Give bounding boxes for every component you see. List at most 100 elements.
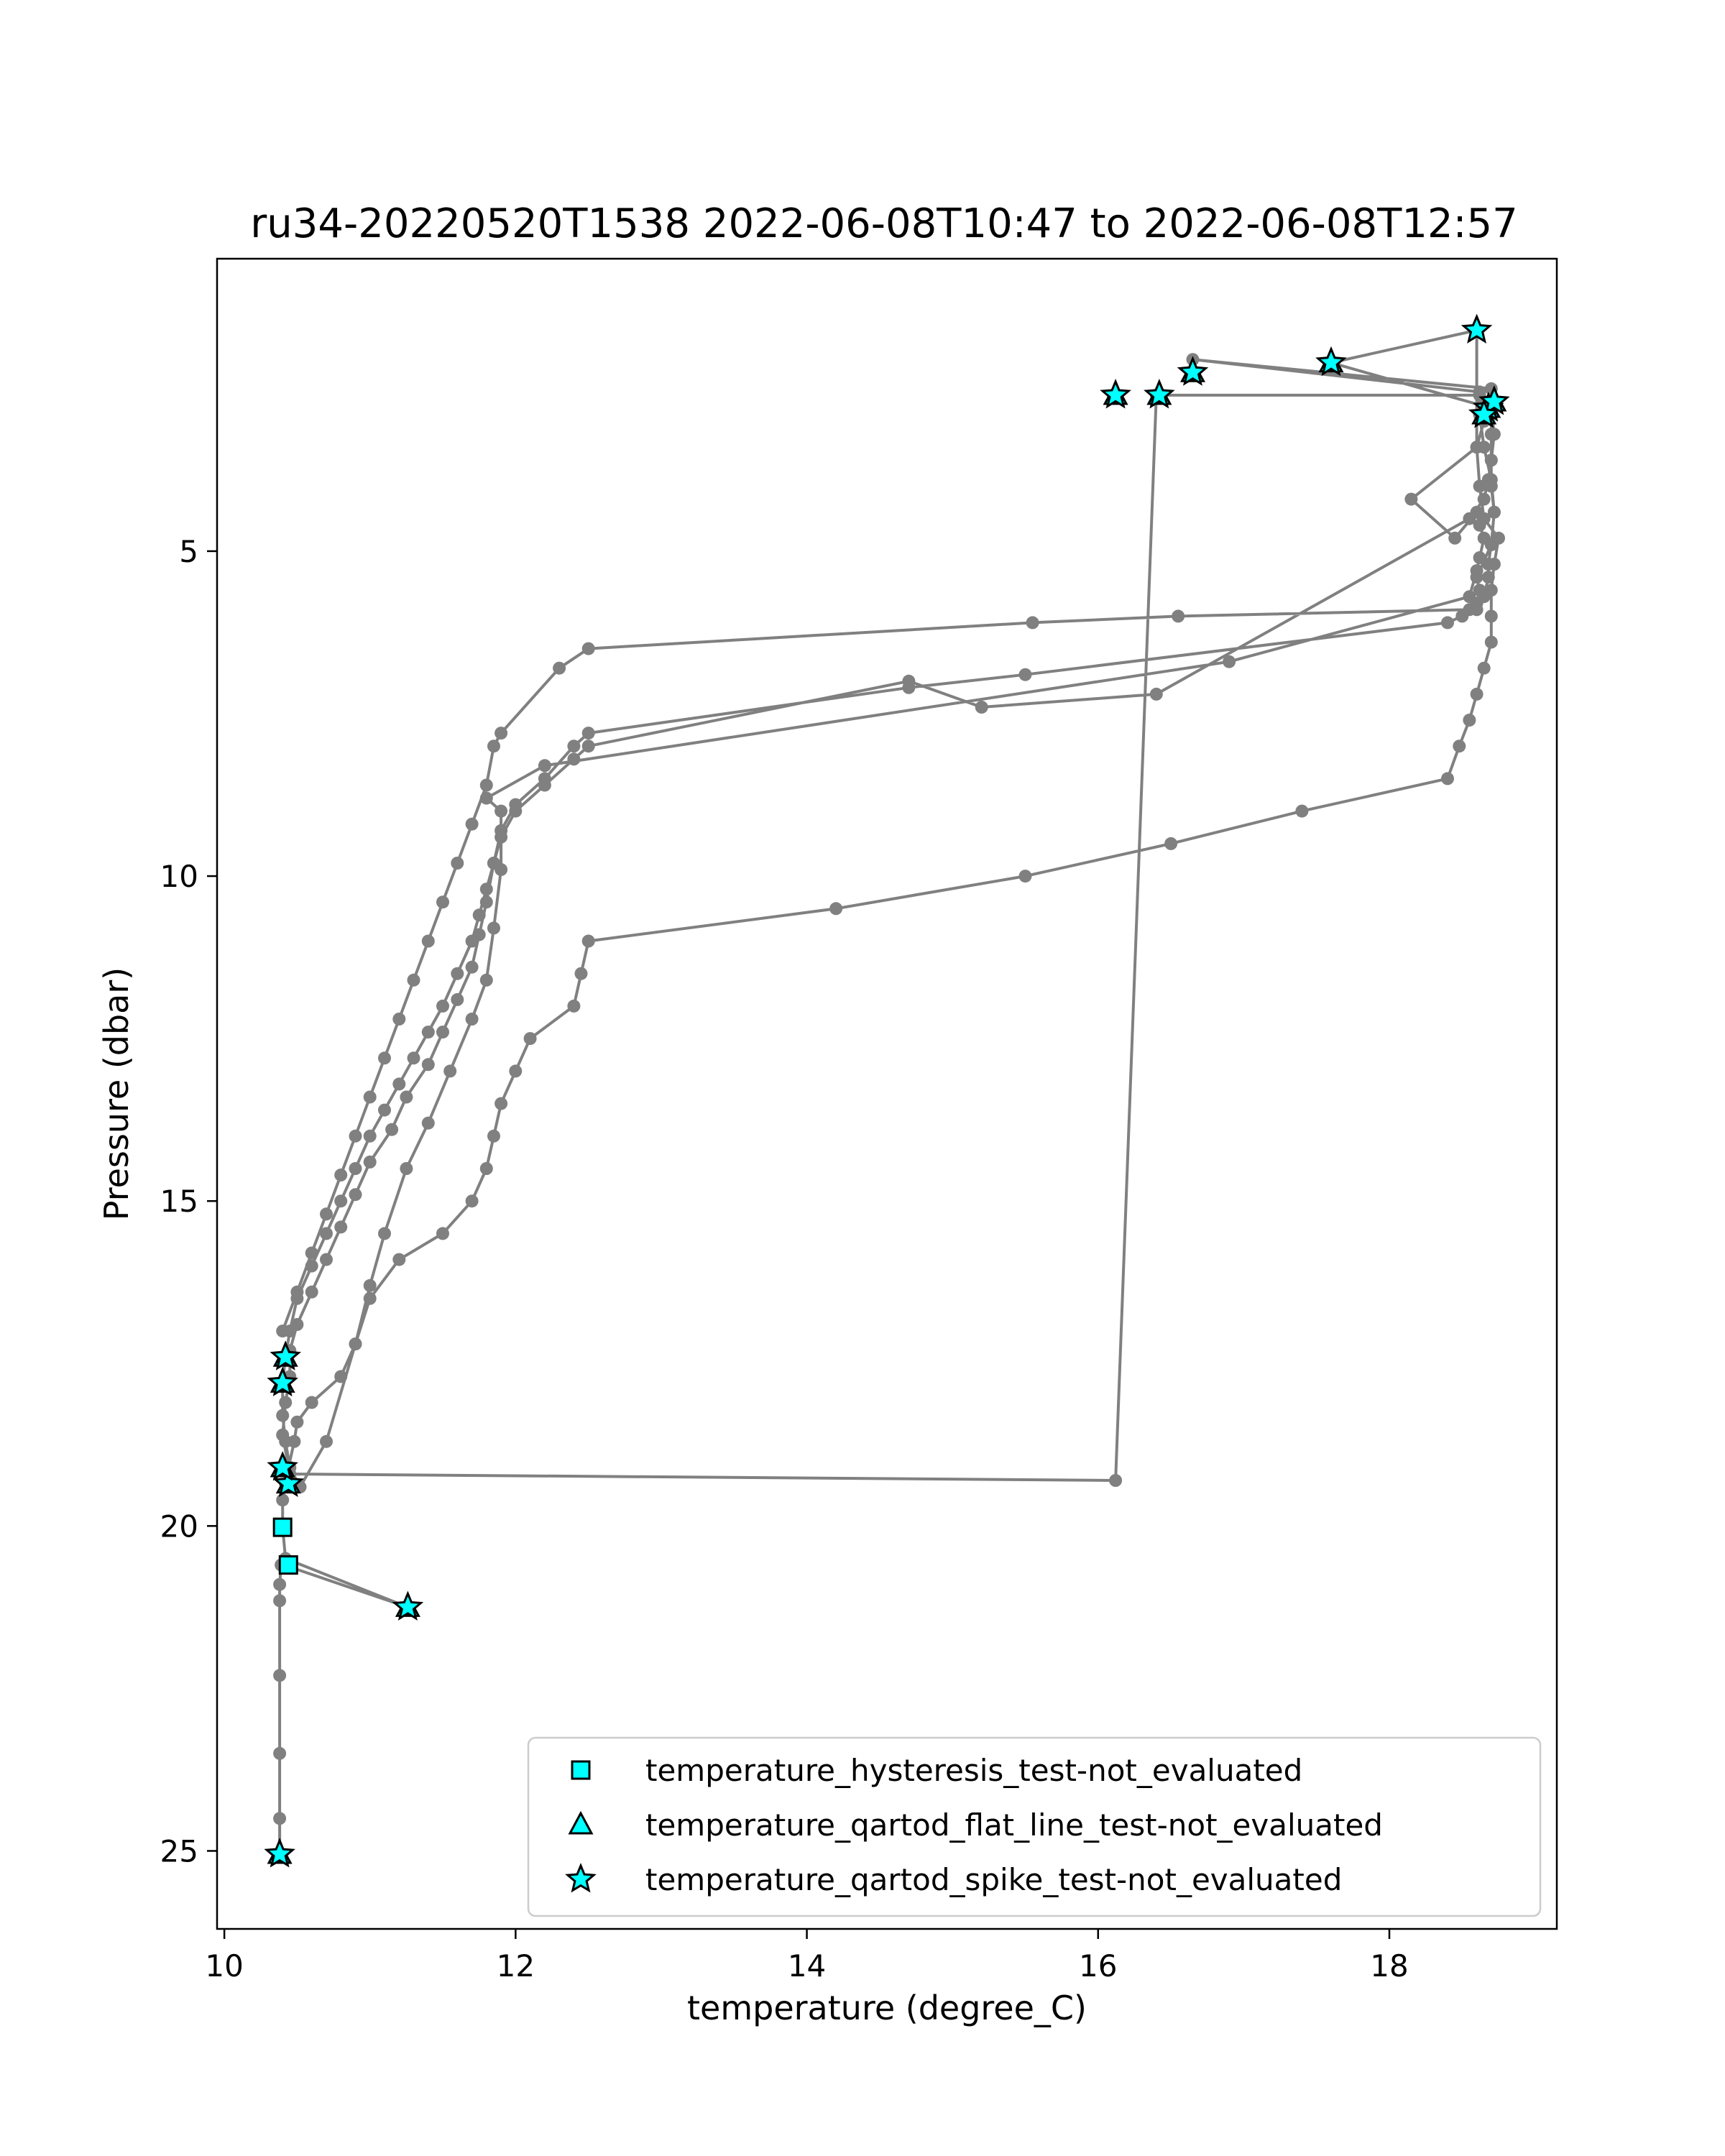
profile-point	[1164, 837, 1178, 850]
profile-point	[479, 791, 493, 805]
profile-point	[581, 727, 595, 740]
y-tick-label: 15	[160, 1184, 198, 1219]
profile-point	[276, 1493, 290, 1507]
legend-items: temperature_hysteresis_test-not_evaluate…	[565, 1753, 1383, 1897]
profile-point	[1484, 538, 1498, 551]
square-marker	[278, 1555, 298, 1575]
star-marker	[1144, 378, 1175, 409]
series-star	[264, 313, 1510, 1868]
x-tick-label: 16	[1079, 1948, 1117, 1984]
profile-point	[305, 1246, 318, 1260]
star-marker	[264, 1838, 295, 1868]
profile-point	[1018, 668, 1032, 681]
profile-point	[400, 1090, 413, 1104]
profile-point	[487, 740, 500, 753]
profile-point	[1484, 428, 1498, 441]
star-marker	[1100, 378, 1131, 409]
star-marker	[267, 1451, 298, 1481]
profile-point	[538, 778, 551, 792]
profile-point	[465, 960, 479, 974]
profile-point	[553, 661, 566, 675]
x-tick-label: 14	[788, 1948, 826, 1984]
profile-point	[1470, 687, 1484, 701]
profile-point	[581, 740, 595, 753]
profile-point	[421, 934, 435, 948]
x-axis-label: temperature (degree_C)	[687, 1989, 1087, 2027]
profile-point	[472, 928, 486, 941]
profile-point	[273, 1594, 287, 1608]
profile-point	[509, 804, 523, 818]
profile-point	[494, 727, 508, 740]
y-tick-label: 25	[160, 1833, 198, 1869]
profile-point	[1448, 531, 1462, 545]
profile-point	[305, 1259, 318, 1273]
profile-point	[1463, 512, 1476, 525]
profile-point	[363, 1155, 377, 1169]
profile-point	[1463, 603, 1476, 617]
profile-point	[349, 1129, 362, 1143]
profile-point	[902, 674, 916, 688]
profile-point	[1477, 492, 1491, 506]
profile-point	[1484, 609, 1498, 623]
star-marker	[270, 1340, 301, 1370]
profile-point	[436, 1227, 449, 1240]
profile-point	[290, 1318, 304, 1331]
profile-point	[421, 1058, 435, 1072]
profile-point	[479, 883, 493, 896]
legend-item-star: temperature_qartod_spike_test-not_evalua…	[565, 1862, 1342, 1897]
profile-point	[436, 1026, 449, 1039]
profile-point	[567, 740, 581, 753]
profile-point	[273, 1669, 287, 1682]
profile-point	[1172, 609, 1185, 623]
star-marker	[1315, 346, 1347, 377]
star-marker	[1177, 356, 1209, 386]
profile-point	[472, 908, 486, 922]
profile-point	[451, 857, 464, 870]
profile-point	[494, 804, 508, 818]
profile-point	[567, 752, 581, 766]
profile-point	[349, 1337, 362, 1351]
x-tick-label: 10	[205, 1948, 243, 1984]
legend-star-icon	[565, 1863, 597, 1893]
profile-point	[363, 1291, 377, 1305]
profile-point	[479, 778, 493, 792]
profile-point	[1477, 441, 1491, 454]
star-marker	[1478, 384, 1510, 415]
profile-point	[276, 1428, 290, 1442]
profile-point	[1477, 661, 1491, 675]
profile-point	[451, 992, 464, 1006]
legend-triangle-icon	[568, 1810, 594, 1835]
profile-point	[1149, 687, 1163, 701]
legend-label: temperature_qartod_flat_line_test-not_ev…	[645, 1807, 1383, 1843]
profile-point	[465, 817, 479, 831]
profile-point	[334, 1220, 348, 1234]
profile-point	[494, 1097, 508, 1110]
profile-point	[1484, 453, 1498, 467]
profile-point	[1441, 616, 1454, 630]
profile-point	[1295, 804, 1309, 818]
legend-square-icon	[571, 1760, 591, 1780]
profile-point	[273, 1746, 287, 1760]
profile-point	[1453, 740, 1466, 753]
profile-point	[487, 921, 500, 935]
legend: temperature_hysteresis_test-not_evaluate…	[527, 1736, 1542, 1917]
legend-item-square: temperature_hysteresis_test-not_evaluate…	[571, 1753, 1302, 1788]
profile-point	[1481, 571, 1495, 584]
profile-point	[487, 857, 500, 870]
profile-point	[523, 1032, 537, 1046]
profile-point	[273, 1577, 287, 1591]
profile-point	[1026, 616, 1039, 630]
profile-point	[443, 1064, 457, 1078]
profile-point	[1463, 714, 1476, 727]
profile-line	[278, 328, 1500, 1854]
profile-point	[320, 1253, 333, 1266]
profile-point	[378, 1051, 391, 1065]
profile-point	[392, 1077, 406, 1091]
profile-point	[320, 1207, 333, 1221]
profile-point	[465, 1194, 479, 1208]
profile-point	[436, 895, 449, 909]
profile-point	[378, 1103, 391, 1117]
flag-markers	[264, 313, 1510, 1868]
y-tick-label: 20	[160, 1508, 198, 1544]
